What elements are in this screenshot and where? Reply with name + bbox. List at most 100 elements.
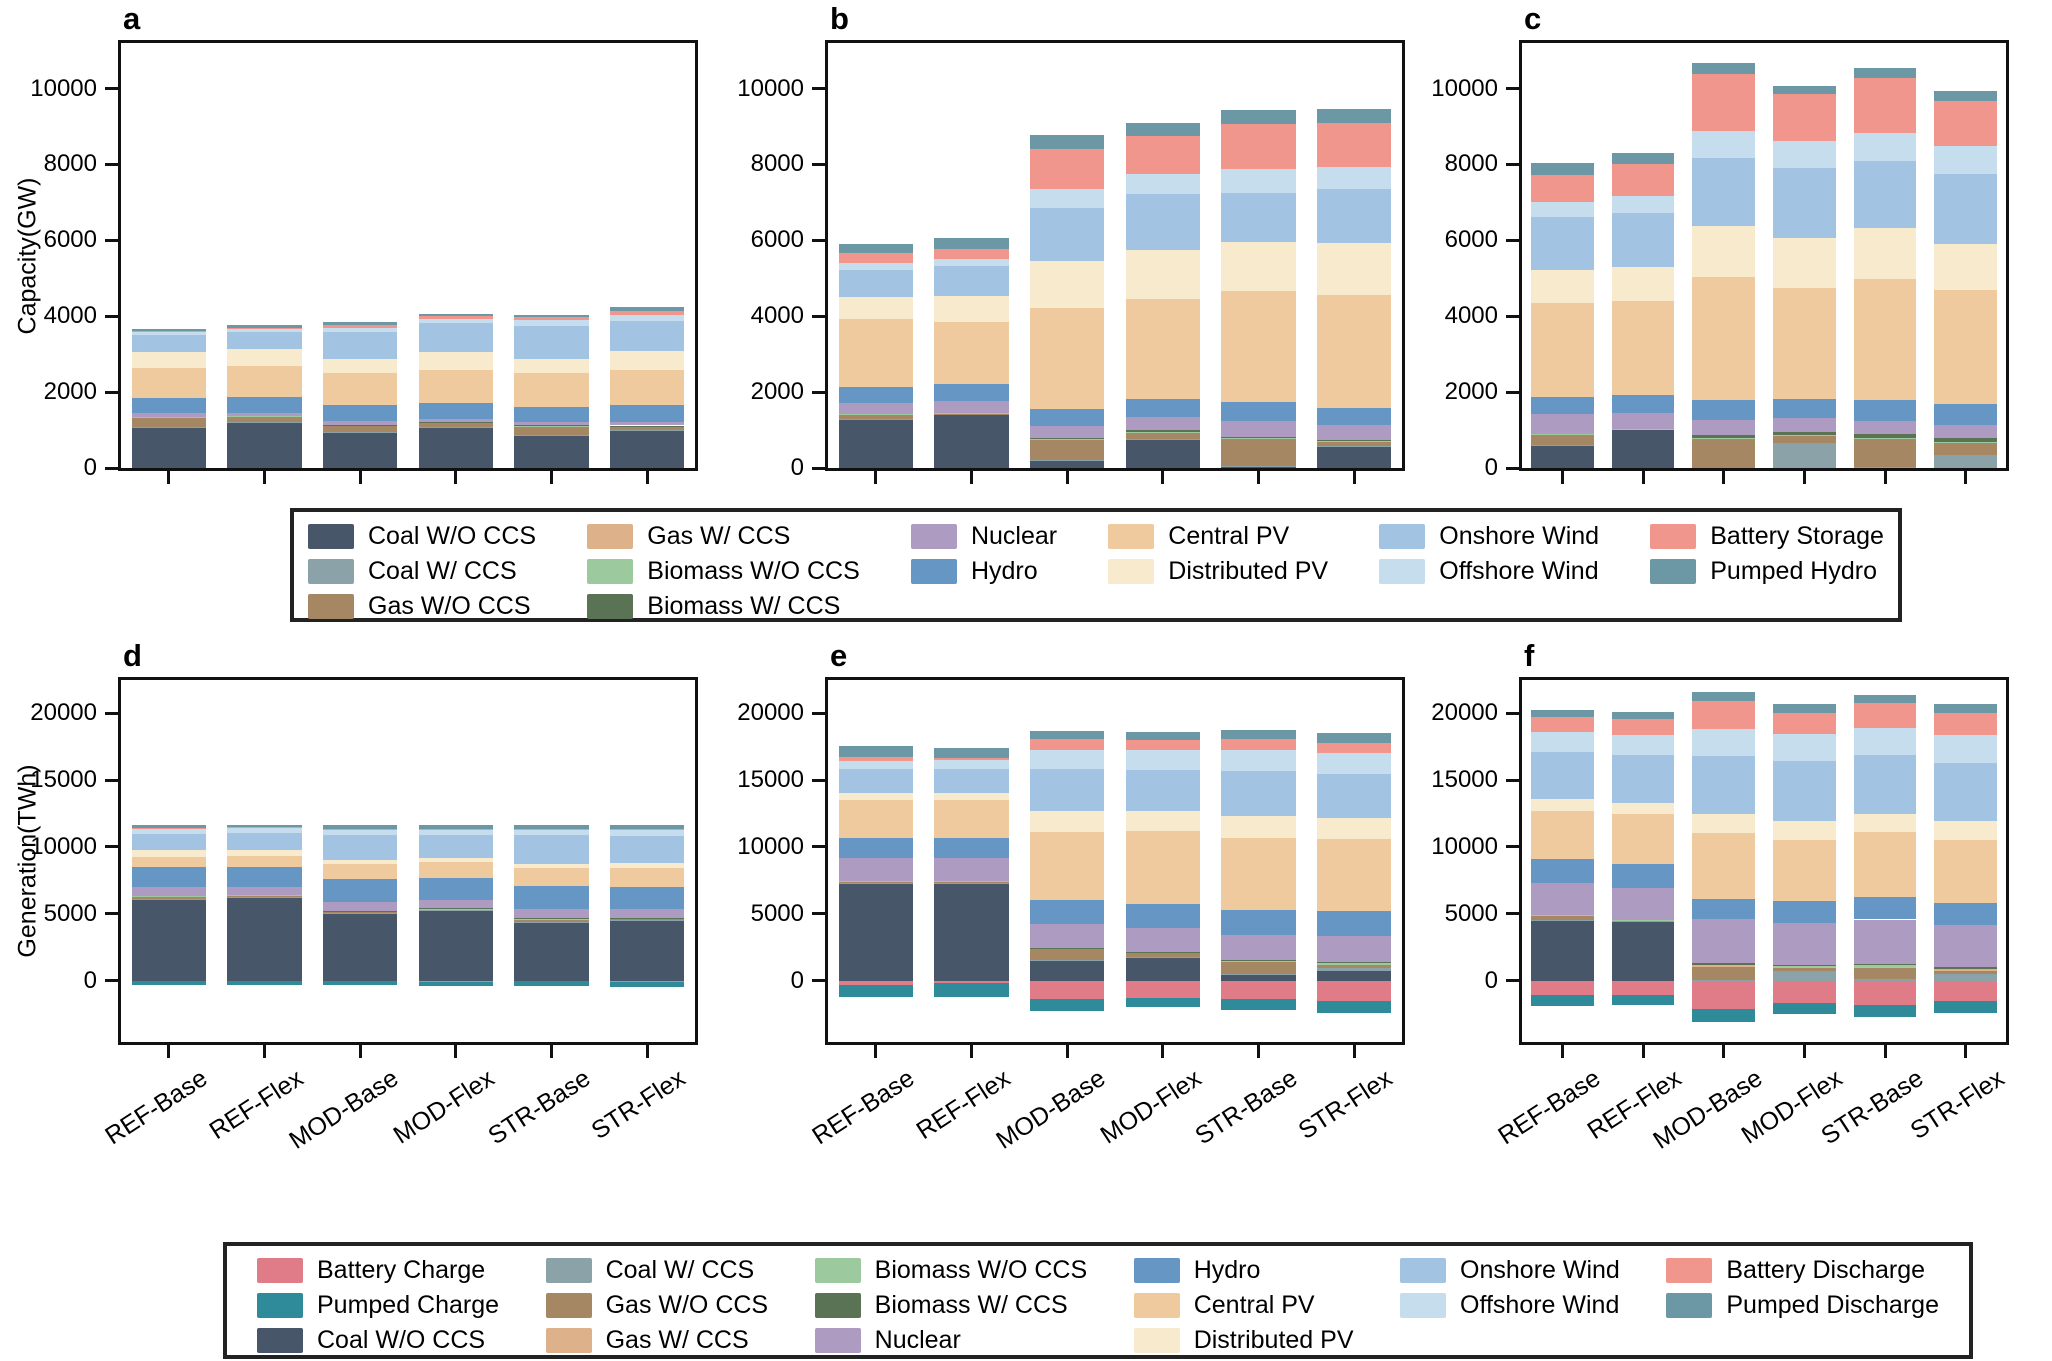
bar-seg-e-str-flex-coal-w-o-ccs [1316, 971, 1392, 981]
bar-seg-c-ref-base-battery-storage [1530, 175, 1594, 202]
bar-seg-b-mod-base-onshore-wind [1029, 208, 1105, 261]
bar-seg-a-mod-base-central-pv [322, 373, 398, 406]
y-tick-label-b: 2000 [750, 378, 804, 406]
bar-seg-a-mod-flex-central-pv [418, 369, 494, 403]
bar-seg-f-mod-base-nuclear [1692, 919, 1756, 964]
bar-seg-b-str-flex-distributed-pv [1316, 242, 1392, 295]
bar-seg-c-str-flex-distributed-pv [1934, 243, 1998, 291]
bar-seg-e-mod-flex-offshore-wind [1125, 749, 1201, 771]
bar-seg-b-mod-base-hydro [1029, 409, 1105, 427]
bar-seg-e-str-flex-gas-w-o-ccs [1316, 964, 1392, 968]
legend-capacity-label-gas-w-ccs: Gas W/ CCS [647, 521, 791, 550]
bar-seg-a-mod-flex-battery-storage [418, 316, 494, 319]
bar-seg-e-mod-flex-coal-w-o-ccs [1125, 957, 1201, 981]
bar-seg-f-ref-base-battery-discharge [1530, 717, 1594, 733]
y-tick-label-e: 15000 [737, 766, 804, 794]
legend-capacity-label-biomass-w-o-ccs: Biomass W/O CCS [647, 556, 860, 585]
x-tick-a [263, 471, 266, 484]
bar-seg-d-mod-flex-nuclear [418, 900, 494, 909]
bar-seg-d-ref-flex-onshore-wind [227, 833, 302, 850]
bar-seg-e-mod-flex-pumped-discharge [1125, 731, 1201, 740]
x-tick-e [874, 1045, 878, 1058]
bar-seg-e-mod-base-battery-charge [1029, 980, 1105, 999]
x-tick-c [1560, 471, 1564, 484]
bar-seg-d-mod-flex-onshore-wind [418, 834, 494, 858]
bar-seg-e-ref-flex-battery-discharge [934, 758, 1009, 761]
bar-seg-d-str-base-pumped-charge [514, 981, 589, 986]
x-tick-f [1964, 1045, 1968, 1058]
x-tick-e [1065, 1045, 1069, 1058]
bar-seg-c-mod-flex-offshore-wind [1772, 140, 1836, 169]
legend-capacity-item-central-pv: Central PV [1108, 522, 1328, 550]
bar-seg-b-mod-flex-onshore-wind [1125, 194, 1201, 251]
bar-seg-d-ref-base-hydro [131, 867, 207, 888]
bar-seg-b-mod-base-biomass-w-o-ccs [1029, 439, 1105, 440]
bar-seg-d-ref-base-pumped-charge [131, 980, 207, 985]
legend-generation-label-coal-w-ccs: Coal W/ CCS [605, 1255, 755, 1284]
bar-seg-c-str-base-biomass-w-ccs [1853, 434, 1917, 438]
bar-seg-e-mod-flex-coal-w-ccs [1125, 957, 1201, 958]
bar-seg-f-mod-base-central-pv [1692, 832, 1756, 900]
bar-seg-b-ref-flex-battery-storage [934, 249, 1009, 260]
legend-generation-column-5: Onshore Wind Offshore Wind [1400, 1256, 1620, 1319]
bar-seg-b-str-flex-battery-storage [1316, 123, 1392, 167]
y-tick-f [1506, 979, 1519, 983]
bar-seg-d-str-base-onshore-wind [514, 834, 589, 864]
bar-seg-d-str-flex-central-pv [609, 867, 685, 887]
distributed-pv-swatch [1133, 1327, 1180, 1353]
bar-seg-d-str-flex-coal-w-o-ccs [609, 919, 685, 981]
bar-seg-e-str-base-pumped-discharge [1221, 730, 1296, 739]
nuclear-swatch [814, 1327, 861, 1353]
y-tick-d [105, 845, 118, 849]
legend-generation-label-hydro: Hydro [1193, 1255, 1261, 1284]
bar-seg-a-str-flex-coal-w-o-ccs [609, 430, 685, 468]
x-tick-b [970, 471, 973, 484]
bar-seg-f-ref-flex-offshore-wind [1611, 734, 1675, 755]
bar-seg-e-mod-base-distributed-pv [1029, 810, 1105, 832]
panel-e-frame [825, 677, 1405, 1045]
legend-generation-item-distributed-pv: Distributed PV [1133, 1326, 1354, 1354]
x-tick-a [454, 471, 458, 484]
bar-seg-a-mod-base-nuclear [322, 421, 398, 425]
bar-seg-c-mod-base-gas-w-o-ccs [1692, 438, 1756, 468]
legend-generation-item-pumped-discharge: Pumped Discharge [1666, 1291, 1939, 1319]
x-tick-d [167, 1045, 171, 1058]
bar-seg-a-ref-base-nuclear [131, 413, 207, 417]
bar-seg-b-ref-base-offshore-wind [838, 263, 914, 271]
bar-seg-f-str-base-hydro [1853, 897, 1917, 920]
bar-seg-f-ref-base-central-pv [1530, 810, 1594, 860]
gas-w-o-ccs-swatch [308, 593, 354, 619]
bar-seg-a-ref-flex-offshore-wind [227, 329, 302, 333]
x-tick-d [550, 1045, 553, 1058]
x-tick-d [454, 1045, 458, 1058]
bar-seg-d-ref-base-nuclear [131, 887, 207, 896]
distributed-pv-swatch [1108, 558, 1155, 584]
bar-seg-e-mod-flex-nuclear [1125, 927, 1201, 952]
bar-seg-e-ref-flex-hydro [934, 837, 1009, 858]
bar-seg-c-mod-base-offshore-wind [1692, 131, 1756, 158]
legend-generation-label-coal-w-o-ccs: Coal W/O CCS [317, 1325, 486, 1354]
bar-seg-e-str-base-coal-w-ccs [1221, 974, 1296, 976]
bar-seg-e-mod-flex-biomass-w-o-ccs [1125, 952, 1201, 954]
bar-seg-a-str-base-nuclear [514, 421, 589, 426]
y-tick-e [812, 845, 825, 849]
biomass-w-o-ccs-swatch [587, 558, 634, 584]
bar-seg-c-mod-base-distributed-pv [1692, 225, 1756, 278]
x-tick-c [1722, 471, 1726, 484]
bar-seg-c-str-base-coal-w-ccs [1853, 467, 1917, 468]
bar-seg-b-mod-flex-distributed-pv [1125, 250, 1201, 300]
bar-seg-f-ref-base-coal-w-o-ccs [1530, 920, 1594, 981]
bar-seg-e-ref-base-onshore-wind [838, 769, 914, 793]
bar-seg-e-str-base-onshore-wind [1221, 770, 1296, 817]
legend-generation-column-1: Battery Charge Pumped Charge Coal W/O CCS [257, 1256, 499, 1354]
bar-seg-e-str-base-distributed-pv [1221, 816, 1296, 838]
central-pv-swatch [1133, 1292, 1180, 1318]
legend-capacity-item-hydro: Hydro [910, 557, 1057, 585]
bar-seg-c-str-base-distributed-pv [1853, 228, 1917, 280]
bar-seg-e-ref-base-hydro [838, 837, 914, 858]
bar-seg-d-mod-base-battery-charge [322, 980, 398, 982]
biomass-w-ccs-swatch [587, 593, 634, 619]
bar-seg-b-str-base-biomass-w-o-ccs [1221, 438, 1296, 440]
bar-seg-d-str-flex-pumped-charge [609, 982, 685, 987]
bar-seg-a-mod-flex-distributed-pv [418, 351, 494, 370]
